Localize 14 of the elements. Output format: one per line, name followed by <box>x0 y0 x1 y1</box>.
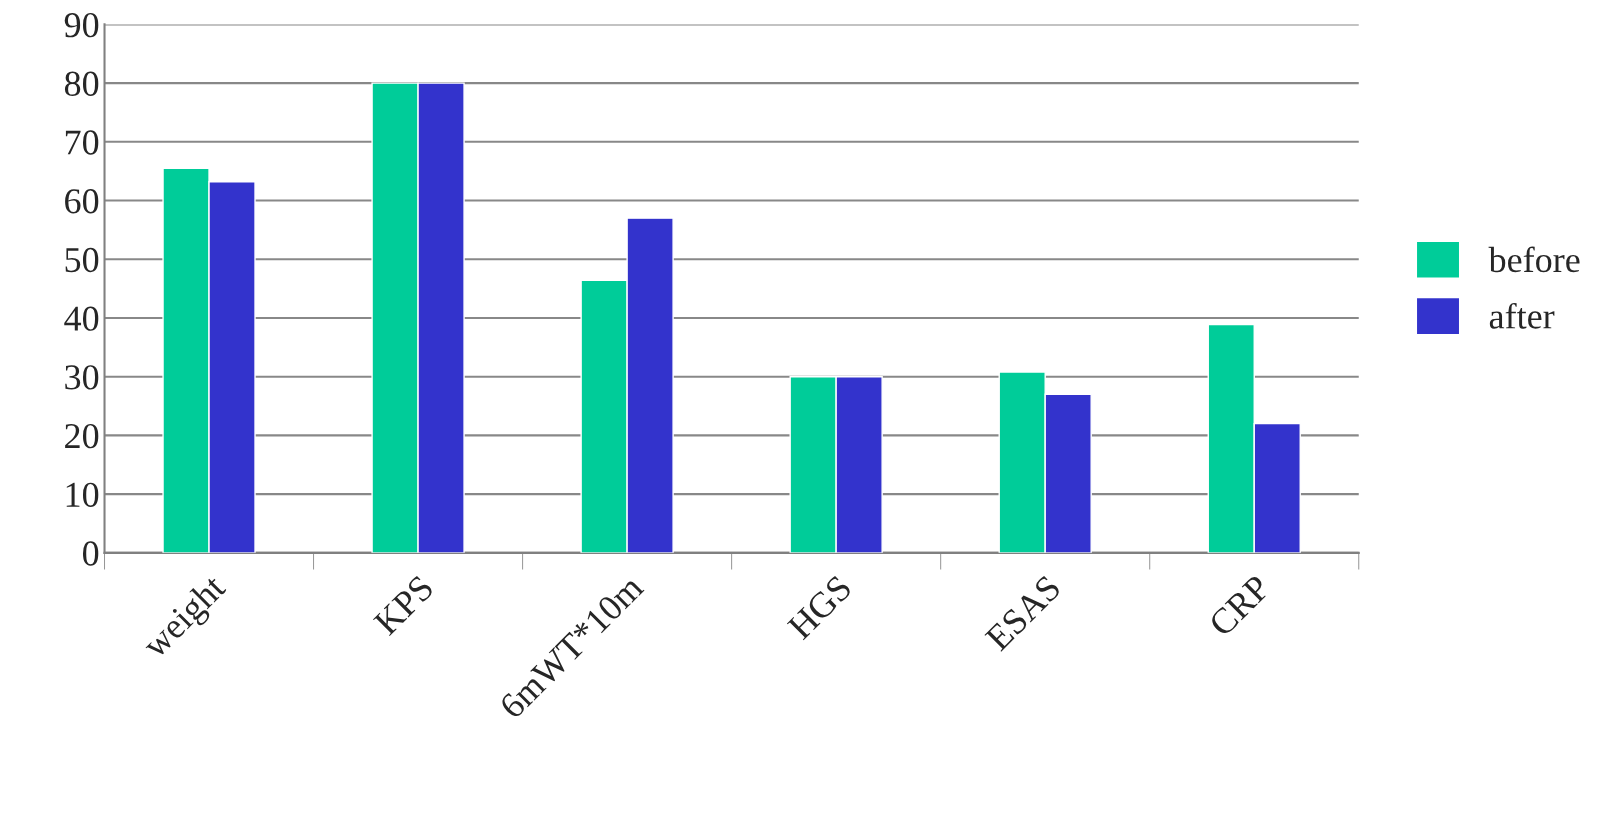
x-tick-label: CRP <box>1207 574 1272 638</box>
legend-label: after <box>1489 302 1555 329</box>
y-tick-label: 50 <box>65 247 99 273</box>
y-tick-label: 40 <box>64 306 99 331</box>
y-tick-label: 20 <box>65 423 99 449</box>
y-tick-label: 0 <box>82 541 99 566</box>
legend-label: before <box>1488 246 1580 273</box>
y-tick-label: 30 <box>65 365 99 390</box>
y-tick-label: 10 <box>66 482 99 508</box>
y-tick-label: 60 <box>65 189 99 214</box>
y-tick-label: 70 <box>65 130 99 155</box>
x-tick-label: KPS <box>372 574 435 637</box>
y-tick-label: 90 <box>64 12 99 38</box>
y-tick-label: 80 <box>64 71 99 96</box>
